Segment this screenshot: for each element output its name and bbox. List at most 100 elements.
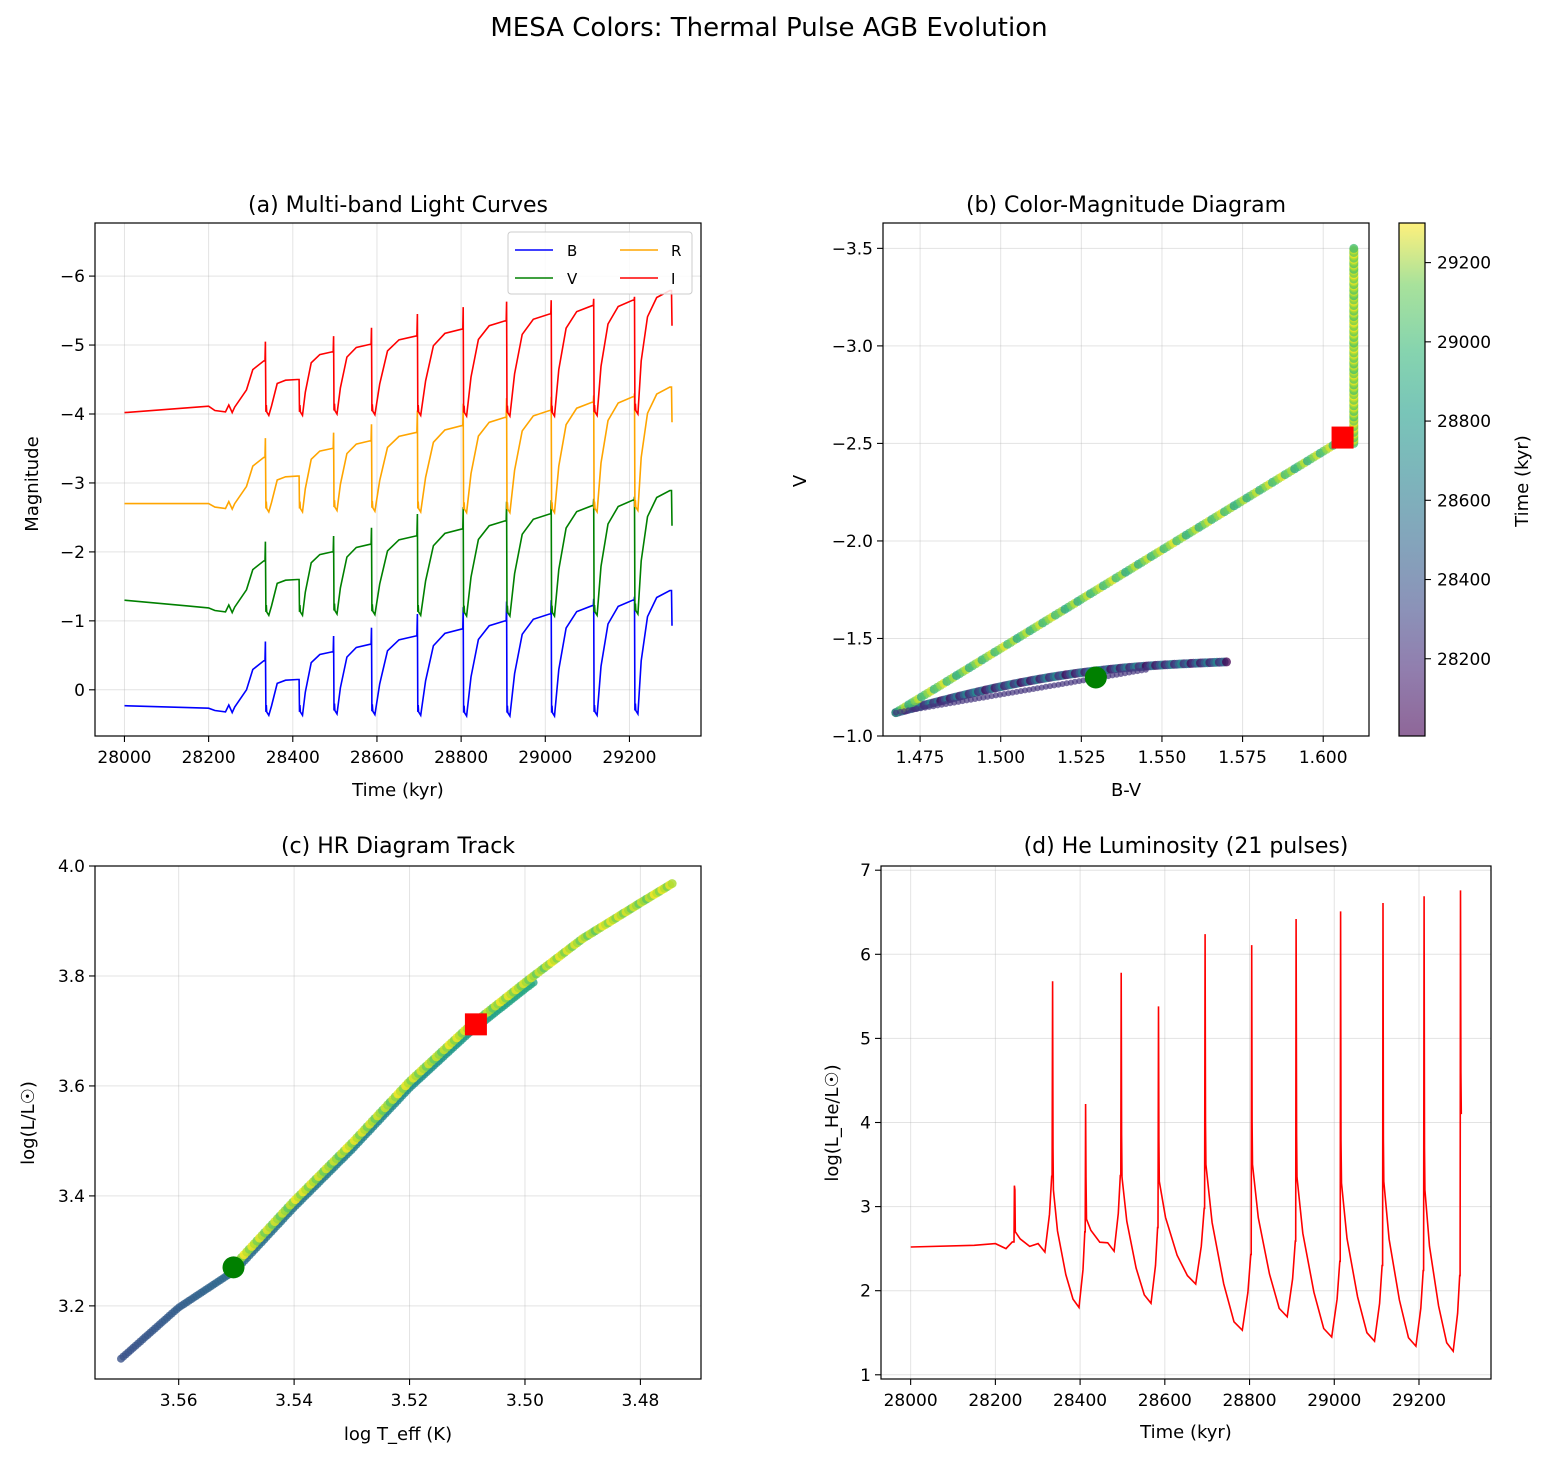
panel-b-title: (b) Color-Magnitude Diagram [966, 193, 1286, 218]
x-tick-label: 28000 [884, 1391, 938, 1411]
panel-a-xlabel: Time (kyr) [351, 780, 444, 801]
x-tick-label: 29000 [518, 748, 572, 768]
panel-a-title: (a) Multi-band Light Curves [248, 193, 548, 218]
panel-c-markers [222, 1013, 487, 1279]
panel-c: (c) HR Diagram Track 3.56 3.54 3.52 3.50 3.4… [18, 834, 702, 1445]
figure-suptitle: MESA Colors: Thermal Pulse AGB Evolution [490, 13, 1047, 43]
panel-d: (d) He Luminosity (21 pulses) 28000 28200… [822, 834, 1492, 1443]
panel-c-title: (c) HR Diagram Track [281, 834, 515, 859]
x-tick-label: 28600 [1138, 1391, 1192, 1411]
x-tick-label: 3.52 [391, 1391, 429, 1411]
colorbar-ticks: 28200 28400 28600 28800 29000 29200 [1425, 254, 1491, 670]
y-tick-label: 4 [860, 1114, 871, 1134]
x-tick-label: 1.575 [1218, 748, 1267, 768]
panel-c-ticks: 3.56 3.54 3.52 3.50 3.48 3.2 3.4 3.6 3.8 4.0 [58, 857, 659, 1411]
y-tick-label: −5 [60, 336, 85, 356]
colorbar-label: Time (kyr) [1512, 435, 1533, 528]
y-tick-label: −2.5 [832, 434, 873, 454]
panel-d-grid [881, 866, 1491, 1379]
y-tick-label: −3 [60, 474, 85, 494]
colorbar-tick-label: 28800 [1437, 412, 1491, 432]
hr-point [667, 879, 677, 889]
y-tick-label: 3.6 [58, 1077, 85, 1097]
x-tick-label: 1.475 [896, 748, 945, 768]
panel-c-frame [94, 865, 702, 1380]
x-tick-label: 3.54 [275, 1391, 313, 1411]
x-tick-label: 28600 [350, 748, 404, 768]
panel-a-ticks: 28000 28200 28400 28600 28800 29000 29200 0 −1 −2… [60, 267, 657, 768]
legend-label-B: B [567, 242, 577, 260]
light-curve-V [124, 489, 673, 619]
light-curve-R [124, 386, 673, 516]
y-tick-label: −4 [60, 405, 85, 425]
panel-a: (a) Multi-band Light Curves 28000 28200 28… [22, 193, 702, 801]
y-tick-label: 2 [860, 1282, 871, 1302]
x-tick-label: 1.600 [1299, 748, 1348, 768]
colorbar-frame [1398, 222, 1426, 737]
x-tick-label: 29200 [1392, 1391, 1446, 1411]
panel-d-ylabel: log(L_He/L☉) [822, 1064, 843, 1181]
panel-b-points [891, 243, 1359, 718]
y-tick-label: −1 [60, 612, 85, 632]
legend-box [507, 231, 693, 295]
y-tick-label: 3.4 [58, 1187, 85, 1207]
y-tick-label: −3.0 [832, 337, 873, 357]
start-marker [222, 1256, 245, 1279]
panel-a-frame [94, 222, 702, 737]
y-tick-label: −6 [60, 267, 85, 287]
panel-b-ylabel: V [790, 474, 811, 487]
panel-b-frame [882, 222, 1370, 737]
x-tick-label: 28000 [97, 748, 151, 768]
y-tick-label: −1.5 [832, 629, 873, 649]
y-tick-label: 7 [860, 861, 871, 881]
end-marker [464, 1013, 487, 1036]
x-tick-label: 28400 [266, 748, 320, 768]
y-tick-label: 3.8 [58, 967, 85, 987]
cmd-point [1222, 657, 1231, 667]
start-marker [1084, 666, 1107, 689]
end-marker [1331, 426, 1354, 449]
panel-a-ylabel: Magnitude [22, 436, 43, 531]
x-tick-label: 1.500 [976, 748, 1025, 768]
y-tick-label: −3.5 [832, 239, 873, 259]
y-tick-label: −1.0 [832, 727, 873, 747]
x-tick-label: 28200 [968, 1391, 1022, 1411]
colorbar-tick-label: 28400 [1437, 571, 1491, 591]
cmd-point [1142, 666, 1149, 673]
panel-b-xlabel: B-V [1111, 780, 1142, 801]
panel-d-xlabel: Time (kyr) [1139, 1422, 1232, 1443]
x-tick-label: 28800 [434, 748, 488, 768]
light-curve-I [124, 289, 673, 419]
panel-a-series [124, 289, 673, 719]
panel-b: (b) Color-Magnitude Diagram 1.475 1.500 1.… [790, 193, 1533, 801]
x-tick-label: 3.56 [160, 1391, 198, 1411]
y-tick-label: 1 [860, 1366, 871, 1386]
panel-b-ticks: 1.475 1.500 1.525 1.550 1.575 1.600 −1.0 −1.5 −2… [832, 239, 1348, 768]
panel-c-ylabel: log(L/L☉) [18, 1081, 39, 1165]
x-tick-label: 3.48 [621, 1391, 659, 1411]
panel-a-grid [95, 223, 701, 736]
panel-a-legend: B V R I [507, 231, 693, 295]
colorbar-tick-label: 29200 [1437, 254, 1491, 274]
colorbar-tick-label: 29000 [1437, 333, 1491, 353]
x-tick-label: 1.550 [1138, 748, 1187, 768]
light-curve-B [124, 589, 673, 719]
cmd-point [1349, 243, 1359, 253]
panel-d-series [910, 890, 1463, 1354]
x-tick-label: 3.50 [506, 1391, 544, 1411]
y-tick-label: 0 [74, 681, 85, 701]
x-tick-label: 28200 [182, 748, 236, 768]
he-luminosity-line [910, 890, 1463, 1354]
colorbar-tick-label: 28600 [1437, 491, 1491, 511]
panel-c-xlabel: log T_eff (K) [344, 1424, 452, 1445]
y-tick-label: 5 [860, 1029, 871, 1049]
panel-d-ticks: 28000 28200 28400 28600 28800 29000 29200 1 2 3 4 5… [860, 861, 1446, 1411]
panel-d-title: (d) He Luminosity (21 pulses) [1024, 834, 1349, 859]
legend-label-V: V [567, 270, 578, 288]
x-tick-label: 28800 [1222, 1391, 1276, 1411]
x-tick-label: 29200 [602, 748, 656, 768]
colorbar-gradient [1399, 223, 1425, 736]
x-tick-label: 29000 [1307, 1391, 1361, 1411]
x-tick-label: 1.525 [1057, 748, 1106, 768]
